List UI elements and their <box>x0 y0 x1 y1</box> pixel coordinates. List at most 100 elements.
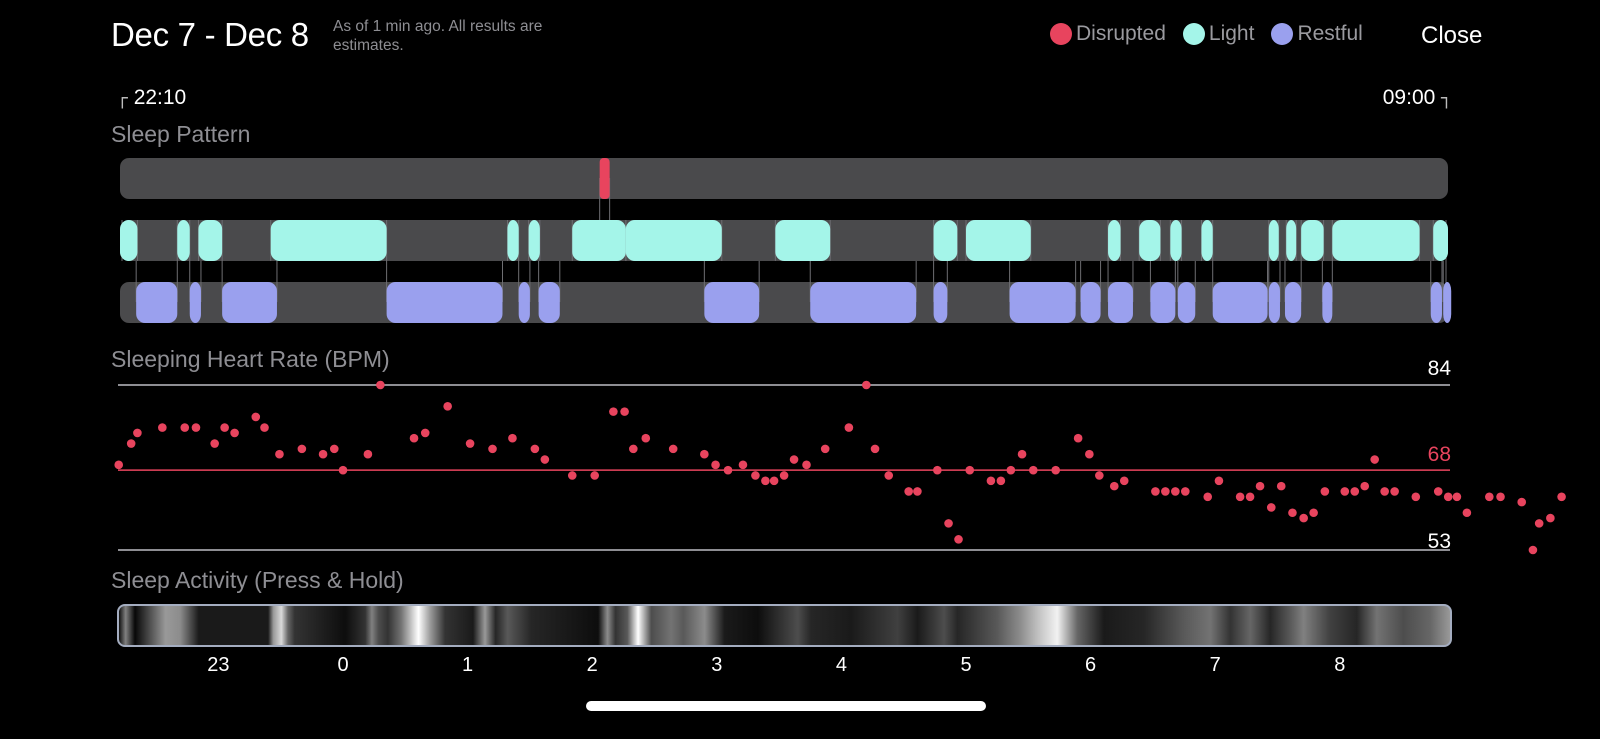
hr-max-label: 84 <box>1428 357 1452 380</box>
hr-point <box>590 471 599 480</box>
legend-light-label: Light <box>1208 22 1255 45</box>
pattern-track-disrupted <box>120 158 1448 199</box>
light-dot-icon <box>1182 23 1205 45</box>
hr-point <box>443 401 452 411</box>
legend-restful-label: Restful <box>1297 22 1363 45</box>
restful-segment <box>1268 282 1280 323</box>
light-segment <box>528 220 540 261</box>
hr-point <box>329 444 339 454</box>
hr-point <box>986 476 996 486</box>
restful-segment <box>1284 282 1302 323</box>
light-segment <box>1108 220 1121 261</box>
hr-point <box>376 380 385 390</box>
hr-point <box>862 380 871 390</box>
light-segment <box>1301 220 1324 261</box>
hr-point <box>1496 492 1505 502</box>
light-segment <box>120 220 138 261</box>
hr-point <box>1411 492 1421 502</box>
hr-point <box>1517 497 1527 507</box>
light-segment <box>933 220 958 261</box>
hr-point <box>1557 492 1566 502</box>
light-segment <box>1433 220 1448 261</box>
restful-segment <box>538 282 560 323</box>
hr-point <box>1288 508 1297 518</box>
restful-segment <box>518 282 530 323</box>
sleep-activity-strip[interactable] <box>117 604 1452 647</box>
hr-point <box>114 460 124 470</box>
restful-segment <box>222 282 277 323</box>
hr-point <box>711 460 720 470</box>
axis-tick-label: 3 <box>711 654 723 676</box>
light-segment <box>198 220 223 261</box>
hr-point <box>363 449 373 459</box>
hr-point <box>609 407 618 416</box>
axis-tick-label: 2 <box>586 654 598 676</box>
hr-point <box>954 535 963 544</box>
hr-point <box>1485 492 1494 502</box>
hr-point <box>965 465 975 475</box>
hr-point <box>1171 487 1180 496</box>
hr-point <box>297 444 307 454</box>
hr-point <box>465 439 475 448</box>
hr-point <box>668 444 678 454</box>
hr-point <box>844 423 854 432</box>
hr-point <box>641 433 651 443</box>
hr-point <box>540 455 550 464</box>
hr-point <box>1462 508 1472 518</box>
light-segment <box>966 220 1031 261</box>
hr-point <box>1370 455 1379 464</box>
disrupted-dot-icon <box>1050 23 1072 45</box>
hr-point <box>1180 487 1190 496</box>
hr-point <box>338 465 348 475</box>
legend-restful: Restful <box>1271 22 1363 46</box>
hr-point <box>1006 465 1016 475</box>
light-segment <box>1268 220 1279 261</box>
hr-point <box>180 423 190 432</box>
home-indicator[interactable] <box>586 701 986 711</box>
hr-point <box>1255 481 1265 491</box>
hr-point <box>751 471 760 480</box>
estimate-note: As of 1 min ago. All results are estimat… <box>333 18 543 54</box>
hr-point <box>1085 449 1094 459</box>
light-segment <box>177 220 190 261</box>
hr-point <box>769 476 779 486</box>
light-segment <box>1170 220 1182 261</box>
light-segment <box>572 220 626 261</box>
hr-point <box>1360 481 1370 491</box>
end-time: 09:00 ┐ <box>1383 86 1452 110</box>
hr-point <box>191 423 201 432</box>
axis-tick-label: 8 <box>1334 654 1346 676</box>
hr-point <box>1073 433 1083 443</box>
hr-point <box>409 433 419 443</box>
hr-point <box>789 455 799 464</box>
hr-point <box>620 407 629 416</box>
hr-point <box>220 423 229 432</box>
restful-segment <box>1108 282 1133 323</box>
start-bracket-icon: ┌ <box>117 88 128 109</box>
restful-segment <box>1177 282 1196 323</box>
hr-point <box>1109 481 1119 491</box>
light-segment <box>1139 220 1161 261</box>
hr-point <box>1214 476 1224 486</box>
hr-point <box>1151 487 1160 496</box>
hr-point <box>126 439 136 448</box>
hr-point <box>1340 487 1350 496</box>
hr-point <box>1309 508 1318 518</box>
hr-point <box>275 449 284 459</box>
hr-min-label: 53 <box>1428 530 1451 553</box>
restful-segment <box>1009 282 1076 323</box>
hr-point <box>1528 545 1538 555</box>
axis-tick-label: 1 <box>462 654 474 676</box>
close-button[interactable]: Close <box>1421 22 1483 49</box>
hr-point <box>230 428 239 438</box>
hr-point <box>1051 465 1061 475</box>
hr-point <box>1534 519 1544 528</box>
restful-segment <box>933 282 948 323</box>
hr-point <box>1546 513 1555 523</box>
hr-point <box>820 444 830 454</box>
legend-disrupted: Disrupted <box>1050 22 1166 46</box>
hr-point <box>884 471 894 480</box>
legend: Disrupted Light Restful <box>1050 22 1380 46</box>
hr-point <box>260 423 269 432</box>
